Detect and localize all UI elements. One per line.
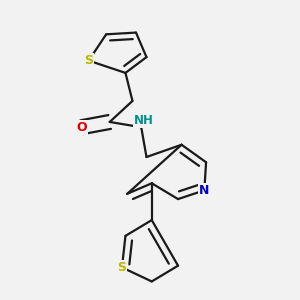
- Text: S: S: [118, 261, 127, 274]
- Text: N: N: [199, 184, 209, 197]
- Text: NH: NH: [134, 114, 154, 128]
- Text: S: S: [84, 54, 93, 67]
- Text: O: O: [76, 121, 87, 134]
